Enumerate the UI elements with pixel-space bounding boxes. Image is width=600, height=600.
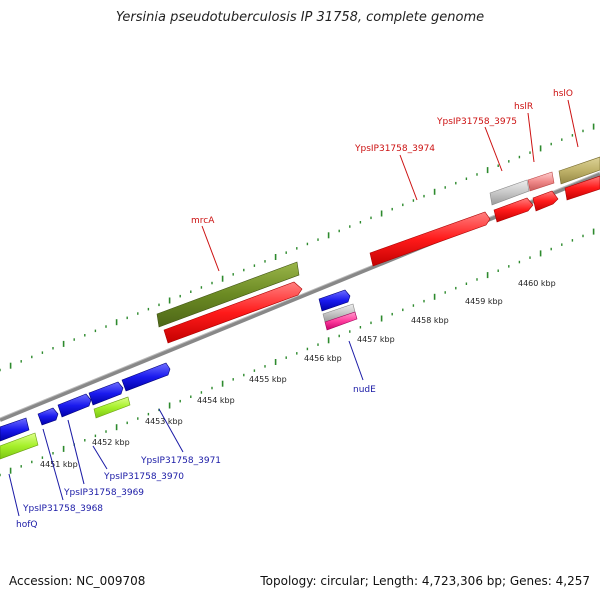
rna-nudE[interactable]: [324, 311, 358, 331]
forward-gene-labels: mrcA YpsIP31758_3974 YpsIP31758_3975 hsl…: [191, 89, 579, 272]
cds-YpsIP31758_3975[interactable]: [493, 197, 534, 223]
scale-label: 4451 kbp: [40, 460, 78, 469]
gene-label-YpsIP31758_3971[interactable]: YpsIP31758_3971: [140, 456, 221, 466]
cds-YpsIP31758_3971[interactable]: [121, 362, 171, 392]
gene-label-mrcA[interactable]: mrcA: [191, 216, 215, 226]
cds-YpsIP31758_3968[interactable]: [37, 407, 59, 426]
scale-label: 4455 kbp: [249, 375, 287, 384]
scale-label: 4457 kbp: [357, 335, 395, 344]
gene-mrcA[interactable]: [156, 261, 300, 328]
scale-labels: 4451 kbp 4452 kbp 4453 kbp 4454 kbp 4455…: [40, 279, 556, 469]
gene-YpsIP31758_3975[interactable]: [489, 179, 530, 206]
accession-text: Accession: NC_009708: [9, 574, 146, 588]
scale-label: 4460 kbp: [518, 279, 556, 288]
cds-nudE[interactable]: [318, 289, 351, 312]
gene-label-YpsIP31758_3968[interactable]: YpsIP31758_3968: [22, 504, 103, 514]
cds-hofQ[interactable]: [0, 417, 30, 442]
cds-hslO[interactable]: [564, 175, 600, 201]
scale-label: 4456 kbp: [304, 354, 342, 363]
reverse-strand-features: [0, 289, 358, 460]
scale-label: 4453 kbp: [145, 417, 183, 426]
cds-YpsIP31758_3969[interactable]: [57, 393, 92, 418]
gene-hslO[interactable]: [558, 156, 600, 185]
gene-label-nudE[interactable]: nudE: [353, 385, 376, 395]
gene-hofQ[interactable]: [0, 432, 39, 460]
gene-YpsIP31758_3970[interactable]: [93, 396, 131, 419]
scale-label: 4459 kbp: [465, 297, 503, 306]
genome-summary-text: Topology: circular; Length: 4,723,306 bp…: [260, 574, 590, 588]
cds-mrcA[interactable]: [163, 281, 303, 344]
gene-hslR[interactable]: [527, 171, 555, 192]
upper-tick-row: [0, 123, 595, 372]
cds-YpsIP31758_3970[interactable]: [88, 381, 124, 406]
scale-label: 4458 kbp: [411, 316, 449, 325]
forward-strand-features: [156, 156, 600, 344]
gene-label-YpsIP31758_3974[interactable]: YpsIP31758_3974: [354, 144, 435, 154]
gene-label-YpsIP31758_3975[interactable]: YpsIP31758_3975: [436, 117, 517, 127]
gene-label-YpsIP31758_3969[interactable]: YpsIP31758_3969: [63, 488, 144, 498]
reverse-gene-labels: hofQ YpsIP31758_3968 YpsIP31758_3969 Yps…: [8, 340, 376, 530]
map-title: Yersinia pseudotuberculosis IP 31758, co…: [115, 10, 485, 25]
scale-label: 4452 kbp: [92, 438, 130, 447]
gene-label-YpsIP31758_3970[interactable]: YpsIP31758_3970: [103, 472, 184, 482]
gene-label-hslR[interactable]: hslR: [514, 102, 533, 112]
gene-label-hslO[interactable]: hslO: [553, 89, 573, 99]
cds-hslR[interactable]: [532, 190, 559, 212]
gene-label-hofQ[interactable]: hofQ: [16, 520, 37, 530]
lower-tick-row: [0, 228, 595, 477]
scale-label: 4454 kbp: [197, 396, 235, 405]
cds-YpsIP31758_3974[interactable]: [369, 211, 491, 267]
